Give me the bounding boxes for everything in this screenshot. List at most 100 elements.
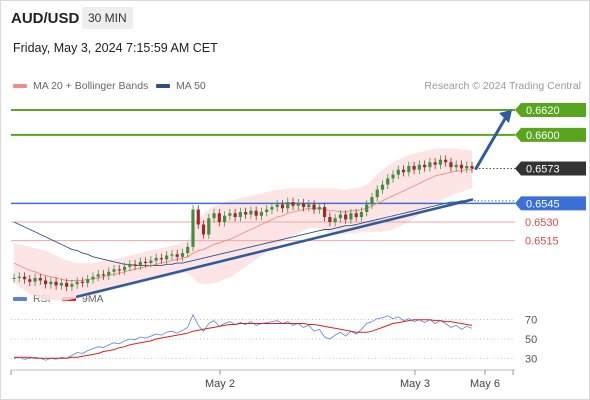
candle bbox=[270, 202, 274, 214]
candle bbox=[317, 202, 321, 214]
candle-body bbox=[175, 254, 179, 257]
candle-body bbox=[49, 281, 53, 285]
candle-body bbox=[70, 284, 74, 287]
candle bbox=[428, 157, 432, 172]
candle bbox=[12, 273, 16, 283]
candle-body bbox=[228, 213, 232, 216]
candle bbox=[370, 192, 374, 209]
candle-body bbox=[101, 274, 106, 276]
rsi-tick-70: 70 bbox=[525, 315, 537, 327]
price-badge-0.6545 bbox=[515, 196, 586, 211]
x-tick-label: May 2 bbox=[205, 378, 235, 390]
candle bbox=[286, 197, 290, 213]
candle bbox=[191, 205, 195, 252]
candle-body bbox=[222, 215, 227, 222]
candle bbox=[275, 200, 279, 212]
candle-body bbox=[444, 159, 448, 163]
x-tick-label: May 6 bbox=[470, 378, 500, 390]
candle-body bbox=[233, 213, 237, 218]
candle-body bbox=[375, 189, 379, 198]
candle bbox=[22, 272, 27, 284]
candle-body bbox=[144, 261, 148, 264]
candle bbox=[359, 207, 364, 222]
candle-body bbox=[28, 279, 32, 282]
price-label-0.6620: 0.6620 bbox=[526, 105, 560, 117]
legend-ma50: MA 50 bbox=[156, 80, 206, 92]
candle bbox=[175, 249, 179, 262]
candle bbox=[165, 251, 169, 264]
price-label-0.6545: 0.6545 bbox=[526, 198, 560, 210]
candle bbox=[344, 210, 348, 224]
candle-body bbox=[428, 162, 432, 168]
candle-body bbox=[259, 212, 264, 216]
candle bbox=[280, 200, 285, 213]
candle-body bbox=[80, 281, 85, 283]
candle-body bbox=[107, 271, 111, 276]
timeframe-badge[interactable]: 30 MIN bbox=[82, 7, 133, 29]
candle-body bbox=[254, 210, 258, 216]
candle-body bbox=[217, 213, 221, 222]
candle bbox=[354, 208, 358, 222]
x-tick-label: May 3 bbox=[400, 378, 430, 390]
candle-body bbox=[201, 224, 206, 235]
candle bbox=[412, 161, 416, 175]
candle bbox=[391, 170, 395, 183]
candle bbox=[33, 273, 37, 287]
candle bbox=[375, 185, 379, 202]
projection-arrow-head bbox=[499, 109, 512, 123]
candle-body bbox=[149, 260, 153, 264]
candle-body bbox=[91, 276, 95, 280]
legend-ma20-label: MA 20 + Bollinger Bands bbox=[33, 80, 149, 92]
candle bbox=[233, 208, 237, 222]
rsi-series-9ma bbox=[14, 319, 473, 359]
candle-body bbox=[365, 204, 369, 213]
candles bbox=[12, 155, 474, 292]
candle-body bbox=[322, 207, 327, 218]
candle bbox=[296, 198, 300, 211]
price-label-0.6530: 0.6530 bbox=[525, 217, 559, 229]
candle-body bbox=[275, 204, 279, 208]
legend-ma20: MA 20 + Bollinger Bands bbox=[13, 80, 148, 92]
candle bbox=[401, 165, 406, 177]
candle bbox=[423, 160, 427, 172]
bollinger-band bbox=[14, 148, 472, 301]
candle-body bbox=[165, 255, 169, 260]
candle-body bbox=[96, 274, 100, 277]
candle-body bbox=[449, 162, 453, 168]
candle bbox=[38, 273, 42, 285]
candle-body bbox=[12, 278, 16, 279]
candle-body bbox=[433, 162, 437, 165]
candle-body bbox=[270, 207, 274, 210]
candle-body bbox=[59, 282, 63, 286]
candle-body bbox=[312, 204, 316, 210]
candle bbox=[170, 249, 174, 260]
candle bbox=[101, 269, 106, 280]
candle bbox=[54, 277, 58, 290]
candle bbox=[238, 207, 242, 222]
candle-body bbox=[244, 212, 248, 215]
projection-arrow-shaft bbox=[474, 115, 508, 170]
candle bbox=[207, 213, 211, 239]
candle-body bbox=[249, 210, 253, 215]
candle bbox=[117, 264, 121, 275]
candle-body bbox=[86, 279, 90, 283]
candle-body bbox=[370, 197, 374, 205]
candle bbox=[149, 256, 153, 268]
candle bbox=[59, 278, 63, 290]
candle-body bbox=[291, 202, 295, 206]
candle-body bbox=[212, 213, 216, 219]
price-badge-0.6620 bbox=[515, 102, 586, 117]
price-label-0.6515: 0.6515 bbox=[525, 236, 559, 248]
candle-body bbox=[196, 209, 200, 225]
price-label-0.6573: 0.6573 bbox=[526, 163, 560, 175]
candle-body bbox=[380, 184, 385, 190]
support-trendline bbox=[75, 198, 474, 298]
candle-body bbox=[17, 276, 21, 278]
candle-body bbox=[133, 264, 137, 266]
candle-body bbox=[401, 169, 406, 173]
candle bbox=[444, 155, 448, 167]
candle bbox=[459, 160, 464, 173]
candle-body bbox=[154, 258, 158, 261]
candle-body bbox=[296, 203, 300, 206]
